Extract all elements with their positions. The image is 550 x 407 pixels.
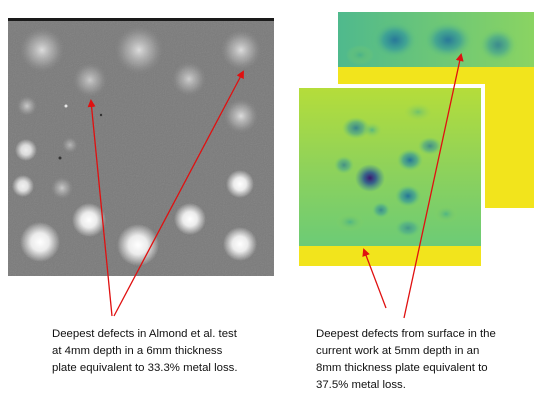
caption-left-line-2: at 4mm depth in a 6mm thickness [52, 345, 223, 357]
thermal-spot [20, 28, 64, 72]
thermal-top-edge [8, 18, 274, 21]
thermal-spot [62, 137, 78, 153]
back-panel-blob [480, 29, 516, 61]
front-panel-blob [395, 219, 421, 237]
caption-right-line-1: Deepest defects from surface in the [316, 328, 496, 340]
front-panel-blob [434, 205, 458, 223]
thermal-spot [73, 63, 107, 97]
thermal-spot [115, 26, 163, 74]
front-panel-map [299, 88, 481, 246]
caption-right-line-2: current work at 5mm depth in an [316, 345, 480, 357]
back-panel-blob [424, 22, 472, 58]
front-panel-yellow [299, 246, 481, 266]
caption-left: Deepest defects in Almond et al. test at… [52, 326, 238, 377]
front-panel-blob [334, 156, 354, 174]
front-panel-blob [342, 117, 370, 139]
thermal-spot [224, 99, 258, 133]
arrow-left-2 [113, 70, 244, 317]
colormap-front-panel [295, 84, 485, 270]
front-panel-blob [362, 122, 382, 138]
back-panel-blob [346, 45, 374, 65]
thermal-spot [221, 30, 261, 70]
thermal-spot [172, 62, 206, 96]
front-panel-blob [395, 185, 421, 207]
arrow-left-1 [87, 99, 113, 317]
thermal-spot [72, 203, 106, 237]
caption-left-line-1: Deepest defects in Almond et al. test [52, 328, 237, 340]
thermal-spot [51, 177, 73, 199]
arrow-right-1 [362, 248, 387, 309]
caption-right-line-4: 37.5% metal loss. [316, 379, 406, 391]
thermal-spot [117, 224, 159, 266]
caption-right-line-3: 8mm thickness plate equivalent to [316, 362, 488, 374]
thermal-spot [223, 227, 257, 261]
thermal-spot [17, 96, 37, 116]
front-panel-blob [336, 213, 364, 231]
thermal-spot [20, 222, 60, 262]
thermal-spot [12, 175, 34, 197]
arrow-right-2 [403, 53, 464, 319]
thermal-spot [226, 170, 254, 198]
front-panel-blob [404, 103, 432, 121]
front-panel-blob [372, 202, 390, 218]
front-panel-blob [397, 149, 423, 171]
annotation-arrows [87, 53, 464, 319]
thermal-speck [64, 104, 68, 108]
back-panel-blob [373, 22, 417, 58]
front-panel-deepest [355, 164, 385, 192]
thermal-image-left [8, 18, 274, 276]
front-panel-blob [418, 137, 442, 155]
thermal-spot [174, 203, 206, 235]
caption-right: Deepest defects from surface in the curr… [316, 326, 496, 394]
caption-left-line-3: plate equivalent to 33.3% metal loss. [52, 362, 238, 374]
thermal-spot [15, 139, 37, 161]
thermal-speck [58, 156, 62, 160]
thermal-speck [99, 113, 103, 117]
